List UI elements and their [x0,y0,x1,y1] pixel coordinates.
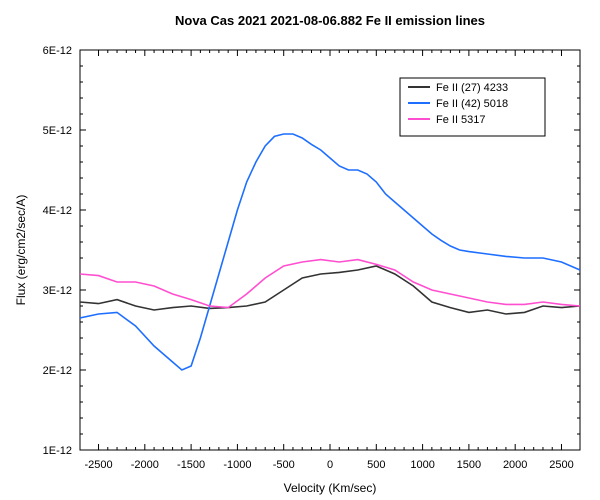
x-tick-label: -2000 [131,459,159,471]
y-tick-label: 2E-12 [43,365,72,377]
x-tick-label: 500 [367,459,385,471]
x-tick-label: -2500 [84,459,112,471]
x-tick-label: -1000 [223,459,251,471]
y-axis-label: Flux (erg/cm2/sec/A) [14,195,28,306]
x-tick-label: -500 [273,459,295,471]
x-tick-label: 0 [327,459,333,471]
legend-label: Fe II 5317 [436,114,486,126]
x-tick-label: -1500 [177,459,205,471]
chart-container: Nova Cas 2021 2021-08-06.882 Fe II emiss… [0,0,600,500]
legend-label: Fe II (27) 4233 [436,82,508,94]
y-tick-label: 3E-12 [43,285,72,297]
y-tick-label: 5E-12 [43,125,72,137]
x-tick-label: 2500 [549,459,573,471]
line-chart: Nova Cas 2021 2021-08-06.882 Fe II emiss… [0,0,600,500]
x-tick-label: 1500 [457,459,481,471]
y-tick-label: 4E-12 [43,205,72,217]
y-tick-label: 6E-12 [43,45,72,57]
x-axis-label: Velocity (Km/sec) [284,481,377,495]
x-tick-label: 2000 [503,459,527,471]
legend-label: Fe II (42) 5018 [436,98,508,110]
chart-title: Nova Cas 2021 2021-08-06.882 Fe II emiss… [175,13,485,28]
x-tick-label: 1000 [410,459,434,471]
y-tick-label: 1E-12 [43,445,72,457]
